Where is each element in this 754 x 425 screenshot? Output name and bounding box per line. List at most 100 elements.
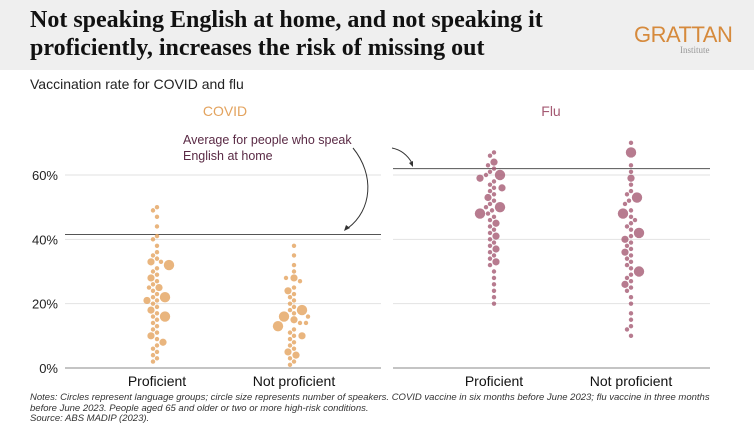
data-point [154, 336, 160, 342]
data-point [292, 351, 300, 359]
data-point [287, 356, 293, 361]
data-point [154, 291, 160, 297]
data-point [476, 174, 484, 182]
data-point [487, 182, 493, 187]
grattan-logo-sub: Institute [680, 45, 710, 55]
data-point [150, 359, 156, 364]
data-point [491, 240, 497, 245]
data-point [146, 285, 152, 290]
data-point [633, 227, 645, 239]
data-point [150, 208, 156, 213]
data-point [147, 274, 155, 282]
data-point [150, 301, 156, 306]
panel-title: Flu [541, 103, 560, 119]
data-point [291, 359, 297, 364]
data-point [154, 243, 160, 248]
category-label: Not proficient [253, 373, 336, 389]
grattan-logo: GRATTAN [634, 22, 733, 47]
data-point [628, 182, 634, 187]
y-tick-label: 60% [32, 168, 58, 183]
data-point [487, 230, 493, 236]
data-point [291, 311, 297, 316]
data-point [490, 158, 498, 166]
annotation-arrowhead [409, 161, 413, 167]
data-point [491, 295, 497, 300]
data-point [290, 316, 298, 324]
data-point [494, 201, 506, 213]
data-point [491, 253, 497, 258]
data-point [287, 330, 293, 335]
data-point [628, 214, 634, 220]
data-point [628, 272, 634, 277]
data-point [628, 163, 634, 168]
data-point [617, 208, 629, 219]
data-point [494, 169, 506, 181]
data-point [303, 320, 309, 326]
header [0, 0, 754, 70]
data-point [291, 327, 297, 332]
data-point [628, 233, 634, 239]
data-point [290, 274, 298, 282]
data-point [487, 237, 493, 242]
data-point [628, 227, 634, 232]
data-point [150, 253, 156, 258]
data-point [628, 208, 634, 213]
data-point [628, 240, 634, 245]
data-point [485, 163, 491, 168]
data-point [491, 269, 497, 274]
data-point [487, 250, 493, 255]
data-point [287, 343, 293, 348]
data-point [483, 204, 489, 210]
data-point [487, 262, 493, 268]
data-point [163, 259, 175, 271]
data-point [487, 169, 493, 174]
data-point [624, 275, 630, 281]
data-point [627, 174, 635, 182]
data-point [296, 304, 308, 316]
data-point [621, 280, 629, 288]
data-point [633, 266, 645, 277]
data-point [621, 235, 629, 243]
data-point [624, 224, 630, 229]
data-point [154, 317, 160, 322]
data-point [624, 256, 630, 261]
data-point [491, 214, 497, 220]
data-point [491, 179, 497, 184]
data-point [621, 248, 629, 256]
notes-text: Notes: Circles represent language groups… [30, 392, 710, 414]
data-point [298, 332, 306, 340]
data-point [487, 224, 493, 229]
y-tick-label: 20% [32, 297, 58, 312]
data-point [626, 198, 632, 203]
data-point [487, 153, 493, 158]
data-point [291, 333, 297, 339]
data-point [487, 243, 493, 248]
data-point [291, 243, 297, 248]
data-point [628, 221, 634, 226]
data-point [491, 198, 497, 203]
data-point [159, 311, 171, 322]
data-point [622, 201, 628, 207]
data-point [284, 348, 292, 356]
data-point [628, 333, 634, 339]
y-tick-label: 40% [32, 232, 58, 247]
data-point [628, 140, 634, 146]
data-point [154, 250, 160, 255]
annotation-line: Average for people who speak [183, 133, 352, 147]
data-point [154, 233, 160, 239]
data-point [487, 217, 493, 223]
data-point [628, 169, 634, 174]
data-point [628, 188, 634, 194]
data-point [154, 356, 160, 361]
data-point [305, 314, 311, 319]
data-point [492, 232, 500, 240]
data-point [484, 193, 492, 202]
data-point [628, 323, 634, 329]
annotation-line: English at home [183, 149, 273, 163]
chart-title: Not speaking English at home, and not sp… [30, 7, 543, 61]
data-point [150, 269, 156, 274]
data-point [154, 330, 160, 335]
data-point [628, 295, 634, 300]
data-point [147, 306, 155, 314]
data-point [283, 275, 289, 281]
